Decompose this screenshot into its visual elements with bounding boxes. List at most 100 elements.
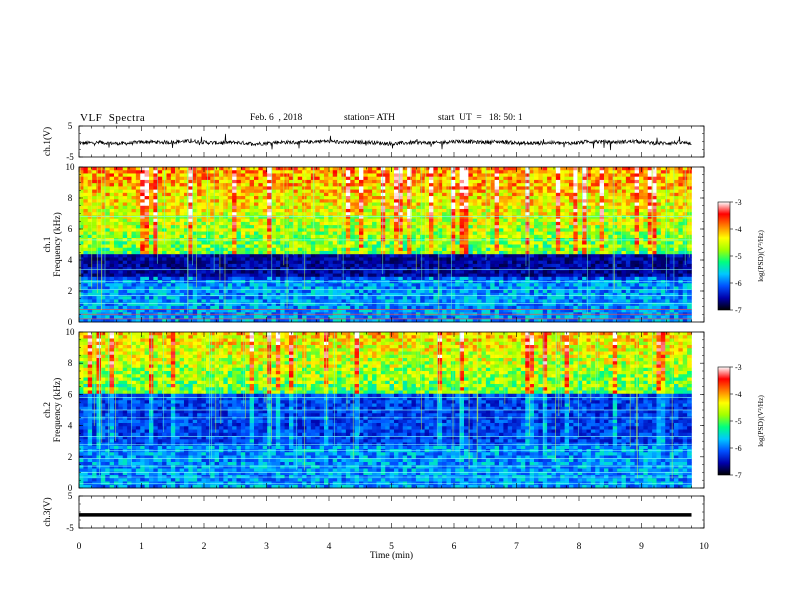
ch1-spectrogram-cell (153, 215, 159, 219)
ch1-spectrogram-cell (459, 244, 465, 249)
ch1-spectrogram-cell (389, 241, 395, 245)
ch1-spectrogram-cell (109, 228, 115, 232)
ch1-spectrogram-cell (214, 283, 220, 287)
ch1-spectrogram-cell (481, 205, 487, 210)
ch1-spectrogram-cell (415, 250, 421, 255)
ch1-spectrogram-cell (157, 170, 163, 174)
ch1-spectrogram-cell (127, 231, 132, 236)
ch1-spectrogram-cell (319, 208, 325, 213)
ch1-spectrogram-cell (481, 189, 487, 194)
ch1-spectrogram-cell (350, 176, 355, 181)
ch1-spectrogram-cell (429, 247, 434, 252)
ch1-spectrogram-cell (332, 309, 338, 313)
ch1-spectrogram-cell (157, 192, 163, 197)
ch1-spectrogram-cell (306, 183, 312, 187)
ch1-spectrogram-cell (415, 167, 421, 171)
ch1-spectrogram-cell (394, 202, 399, 207)
ch1-spectrogram-cell (197, 176, 202, 181)
ch1-spectrogram-cell (170, 244, 176, 249)
ch1-spectrogram-cell (420, 247, 425, 252)
ch1-spectrogram-cell (341, 221, 347, 226)
ch1-spectrogram-cell (415, 289, 421, 294)
ch1-spectrogram-cell (450, 244, 456, 249)
ch1-spectrogram-cell (433, 260, 439, 265)
ch1-spectrogram-cell (376, 202, 382, 207)
ch1-spectrogram-cell (520, 267, 526, 271)
ch1-spectrogram-cell (507, 270, 513, 274)
ch1-spectrogram-cell (271, 167, 277, 171)
ch1-spectrogram-cell (306, 173, 312, 177)
ch1-spectrogram-cell (214, 263, 220, 268)
ch1-spectrogram-cell (122, 167, 128, 171)
ch1-spectrogram-cell (328, 286, 334, 291)
ch1-spectrogram-cell (254, 225, 259, 229)
ch1-spectrogram-cell (516, 250, 522, 255)
ch1-spectrogram-cell (380, 228, 386, 232)
ch1-spectrogram-cell (184, 218, 189, 223)
ch1-spectrogram-cell (411, 218, 417, 223)
ch1-spectrogram-cell (227, 234, 233, 239)
ch1-spectrogram-cell (424, 215, 430, 219)
ch1-spectrogram-cell (175, 292, 180, 297)
ch1-spectrogram-cell (315, 267, 320, 271)
ch1-spectrogram-cell (372, 179, 377, 184)
ch1-spectrogram-cell (236, 234, 242, 239)
ch1-spectrogram-cell (429, 189, 434, 194)
ch1-spectrogram-cell (157, 289, 163, 294)
ch1-spectrogram-cell (105, 208, 110, 213)
ch1-spectrogram-cell (153, 241, 159, 245)
ch1-spectrogram-cell (219, 173, 224, 177)
ch1-spectrogram-cell (214, 208, 220, 213)
ch1-spectrogram-cell (175, 231, 180, 236)
ch1-spectrogram-cell (398, 299, 404, 303)
ch1-spectrogram-cell (459, 189, 465, 194)
ch1-spectrogram-cell (122, 286, 128, 291)
ch1-spectrogram-cell (372, 241, 377, 245)
ch1-spectrogram-cell (131, 247, 137, 252)
ch1-spectrogram-cell (153, 305, 159, 310)
ch1-spectrogram-cell (289, 296, 294, 300)
ch1-spectrogram-cell (166, 315, 172, 320)
ch1-spectrogram-cell (293, 212, 299, 216)
ch1-spectrogram-cell (96, 267, 102, 271)
ch1-spectrogram-cell (306, 315, 312, 320)
ch1-spectrogram-cell (249, 179, 255, 184)
ch1-spectrogram-cell (529, 225, 535, 229)
ch1-spectrogram-cell (512, 234, 517, 239)
ch1-spectrogram-cell (446, 208, 452, 213)
ch1-spectrogram-cell (149, 263, 154, 268)
ch1-spectrogram-cell (363, 289, 369, 294)
ch1-spectrogram-cell (306, 302, 312, 307)
ch1-spectrogram-cell (350, 196, 355, 200)
ch1-spectrogram-cell (179, 254, 185, 258)
ch1-spectrogram-cell (507, 234, 513, 239)
ch1-spectrogram-cell (354, 296, 360, 300)
ch1-spectrogram-cell (363, 202, 369, 207)
ch1-spectrogram-cell (350, 205, 355, 210)
ch1-spectrogram-cell (499, 173, 504, 177)
ch1-spectrogram-cell (499, 315, 504, 320)
ch1-spectrogram-cell (363, 173, 369, 177)
ch1-spectrogram-cell (153, 228, 159, 232)
ch1-spectrogram-cell (240, 189, 246, 194)
ch1-spectrogram-cell (192, 228, 198, 232)
ch1-spectrogram-cell (468, 315, 474, 320)
ch1-spectrogram-cell (442, 283, 447, 287)
ch1-spectrogram-cell (149, 254, 154, 258)
ch1-spectrogram-cell (429, 250, 434, 255)
ch1-spectrogram-cell (337, 234, 342, 239)
ch1-spectrogram-cell (442, 205, 447, 210)
ch1-spectrogram-cell (92, 202, 97, 207)
ch1-spectrogram-cell (315, 250, 320, 255)
ch1-spectrogram-cell (332, 292, 338, 297)
ch1-spectrogram-cell (87, 196, 93, 200)
ch1-spectrogram-cell (433, 183, 439, 187)
ch1-spectrogram-cell (319, 247, 325, 252)
ch1-spectrogram-cell (201, 270, 207, 274)
ch1-spectrogram-cell (529, 167, 535, 171)
ch1-spectrogram-cell (359, 244, 364, 249)
ch1-spectrogram-cell (201, 273, 207, 278)
ch1-spectrogram-cell (153, 208, 159, 213)
ch1-spectrogram-cell (236, 263, 242, 268)
ch1-spectrogram-cell (516, 192, 522, 197)
